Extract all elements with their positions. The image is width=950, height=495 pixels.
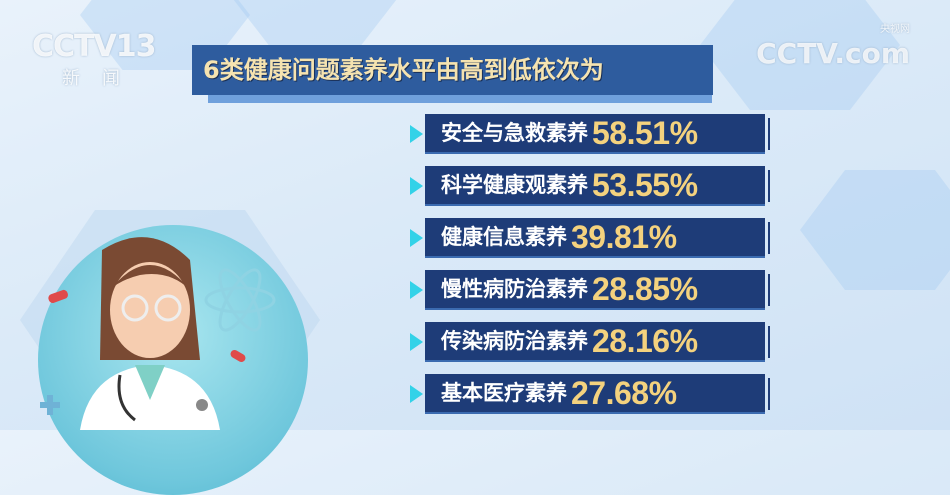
- atom-icon: [204, 268, 276, 332]
- triangle-marker-icon: [410, 281, 423, 299]
- list-item: 基本医疗素养 27.68%: [410, 374, 770, 414]
- triangle-marker-icon: [410, 385, 423, 403]
- channel-logo-sub: 新闻: [62, 68, 142, 89]
- title-underline: [208, 93, 712, 103]
- item-label: 传染病防治素养: [441, 329, 588, 353]
- item-value: 58.51%: [592, 115, 698, 151]
- list-item: 科学健康观素养 53.55%: [410, 166, 770, 206]
- item-value: 39.81%: [571, 219, 677, 255]
- channel-logo: CCTV13 新闻: [32, 29, 156, 90]
- list-item: 安全与急救素养 58.51%: [410, 114, 770, 154]
- item-value: 28.85%: [592, 271, 698, 307]
- bg-hexagon: [800, 170, 950, 290]
- bg-hexagon: [230, 0, 400, 50]
- item-label: 科学健康观素养: [441, 173, 588, 197]
- watermark-text: CCTV.com: [756, 37, 910, 70]
- item-label: 慢性病防治素养: [441, 277, 588, 301]
- watermark-sub: 央视网: [880, 24, 910, 35]
- page-title: 6类健康问题素养水平由高到低依次为: [192, 45, 713, 95]
- item-value: 53.55%: [592, 167, 698, 203]
- triangle-marker-icon: [410, 125, 423, 143]
- item-value: 28.16%: [592, 323, 698, 359]
- pill-icon: [230, 350, 246, 362]
- triangle-marker-icon: [410, 229, 423, 247]
- watermark-logo: 央视网 CCTV.com: [756, 24, 910, 70]
- list-item: 健康信息素养 39.81%: [410, 218, 770, 258]
- channel-logo-text: CCTV13: [32, 29, 156, 64]
- triangle-marker-icon: [410, 177, 423, 195]
- item-label: 基本医疗素养: [441, 381, 567, 405]
- list-item: 慢性病防治素养 28.85%: [410, 270, 770, 310]
- pill-icon: [48, 289, 68, 303]
- item-label: 安全与急救素养: [441, 121, 588, 145]
- item-value: 27.68%: [571, 375, 677, 411]
- item-label: 健康信息素养: [441, 225, 567, 249]
- list-item: 传染病防治素养 28.16%: [410, 322, 770, 362]
- triangle-marker-icon: [410, 333, 423, 351]
- doctor-illustration: [40, 237, 276, 430]
